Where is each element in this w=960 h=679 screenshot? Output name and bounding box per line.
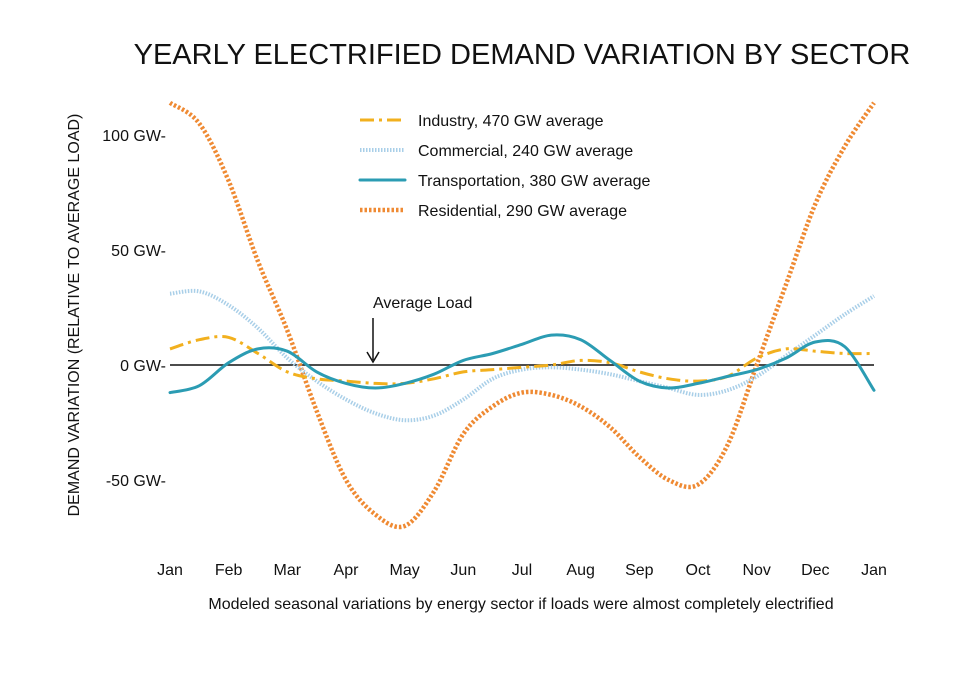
y-tick-group: 100 GW- 50 GW- 0 GW- -50 GW- bbox=[102, 128, 166, 490]
y-tick-label: 50 GW- bbox=[111, 243, 166, 260]
x-tick-label: Apr bbox=[334, 562, 360, 579]
legend: Industry, 470 GW average Commercial, 240 … bbox=[358, 113, 651, 220]
x-tick-label: Feb bbox=[215, 562, 243, 579]
x-tick-label: Aug bbox=[566, 562, 594, 579]
chart-title: YEARLY ELECTRIFIED DEMAND VARIATION BY S… bbox=[134, 39, 911, 71]
series-line-solid bbox=[168, 333, 876, 395]
series-group bbox=[168, 100, 876, 530]
y-tick-label: -50 GW- bbox=[106, 473, 166, 490]
x-tick-label: Jan bbox=[861, 562, 887, 579]
x-tick-label: Dec bbox=[801, 562, 829, 579]
x-tick-label: May bbox=[390, 562, 420, 579]
x-tick-group: Jan Feb Mar Apr May Jun Jul Aug Sep Oct Nov Dec Jan bbox=[157, 562, 887, 579]
legend-label: Commercial, 240 GW average bbox=[418, 143, 633, 160]
y-axis-title: DEMAND VARIATION (RELATIVE TO AVERAGE LO… bbox=[66, 114, 83, 517]
y-tick-label: 100 GW- bbox=[102, 128, 166, 145]
x-tick-label: Sep bbox=[625, 562, 654, 579]
x-tick-label: Jul bbox=[512, 562, 532, 579]
average-load-annotation: Average Load bbox=[366, 295, 472, 364]
annotation-arrow-head bbox=[366, 351, 380, 364]
series-line-dash-dot bbox=[169, 335, 875, 386]
x-axis-title: Modeled seasonal variations by energy se… bbox=[208, 596, 833, 613]
series-line-dotted-heavy bbox=[168, 100, 876, 530]
x-tick-label: Oct bbox=[686, 562, 711, 579]
x-tick-label: Jan bbox=[157, 562, 183, 579]
y-tick-label: 0 GW- bbox=[120, 358, 166, 375]
x-tick-label: Jun bbox=[450, 562, 476, 579]
series-line-dotted bbox=[169, 288, 876, 423]
legend-label: Industry, 470 GW average bbox=[418, 113, 604, 130]
legend-label: Transportation, 380 GW average bbox=[418, 173, 651, 190]
x-tick-label: Mar bbox=[274, 562, 302, 579]
legend-label: Residential, 290 GW average bbox=[418, 203, 627, 220]
x-tick-label: Nov bbox=[742, 562, 770, 579]
annotation-label: Average Load bbox=[373, 295, 472, 312]
